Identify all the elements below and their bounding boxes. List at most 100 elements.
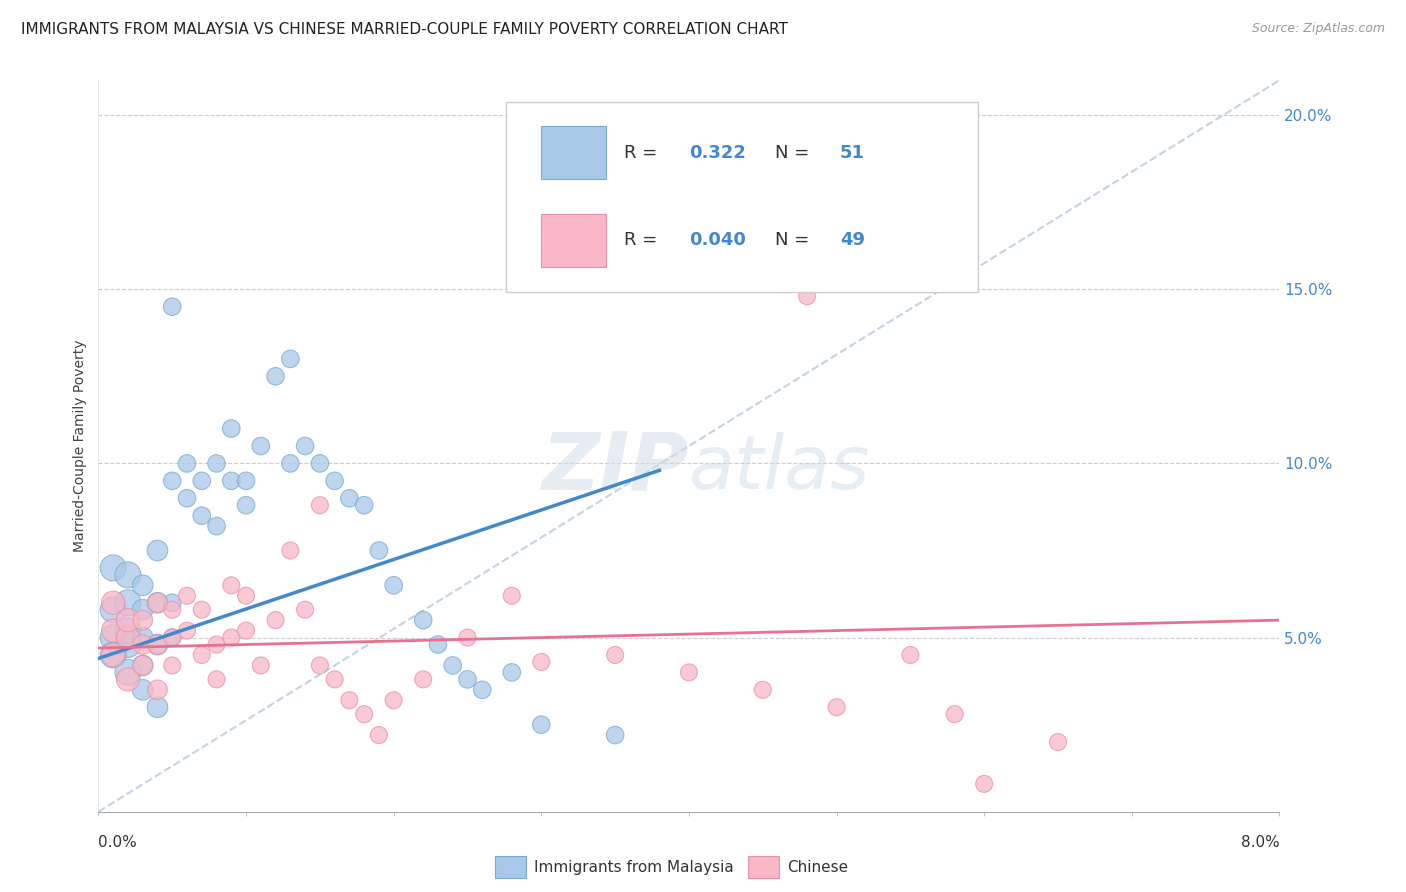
Point <box>162 658 183 673</box>
Point <box>235 474 257 488</box>
Point <box>337 491 360 506</box>
Point <box>219 631 242 645</box>
Point <box>412 613 434 627</box>
Point <box>103 603 125 617</box>
Point <box>278 543 302 558</box>
Point <box>117 596 139 610</box>
Point <box>825 700 848 714</box>
Point <box>973 777 995 791</box>
Point <box>456 673 478 687</box>
Point <box>235 498 257 512</box>
Point <box>146 596 169 610</box>
Point <box>132 682 155 697</box>
Point <box>117 631 139 645</box>
FancyBboxPatch shape <box>541 214 606 267</box>
Point <box>103 561 125 575</box>
Point <box>132 578 155 592</box>
Text: ZIP: ZIP <box>541 429 689 507</box>
Point <box>146 682 169 697</box>
Text: R =: R = <box>624 231 664 250</box>
Point <box>219 578 242 592</box>
Point <box>250 439 273 453</box>
Text: 0.040: 0.040 <box>689 231 745 250</box>
Point <box>1046 735 1069 749</box>
Point <box>382 578 405 592</box>
Point <box>132 638 155 652</box>
Point <box>900 648 922 662</box>
Point <box>146 543 169 558</box>
Point <box>162 300 183 314</box>
Point <box>103 648 125 662</box>
Point <box>501 589 523 603</box>
Point <box>191 603 214 617</box>
Point <box>308 498 332 512</box>
Point <box>103 648 125 662</box>
Point <box>943 707 966 722</box>
Point <box>162 631 183 645</box>
Text: atlas: atlas <box>689 432 870 504</box>
Point <box>308 658 332 673</box>
Point <box>117 673 139 687</box>
Point <box>146 638 169 652</box>
Text: Source: ZipAtlas.com: Source: ZipAtlas.com <box>1251 22 1385 36</box>
Point <box>294 439 316 453</box>
Text: R =: R = <box>624 144 664 161</box>
Point <box>162 631 183 645</box>
Point <box>219 474 242 488</box>
Point <box>146 700 169 714</box>
Point <box>605 648 627 662</box>
Point <box>176 589 198 603</box>
Text: 8.0%: 8.0% <box>1240 836 1279 850</box>
FancyBboxPatch shape <box>506 103 979 293</box>
Point <box>426 638 449 652</box>
Point <box>235 589 257 603</box>
Point <box>191 474 214 488</box>
Point <box>117 613 139 627</box>
Point <box>162 474 183 488</box>
Point <box>796 289 818 303</box>
Point <box>219 421 242 435</box>
Point <box>176 491 198 506</box>
Point <box>751 682 773 697</box>
Point <box>264 369 287 384</box>
Point <box>191 648 214 662</box>
Point <box>278 457 302 471</box>
Point <box>146 596 169 610</box>
Point <box>323 673 346 687</box>
Point <box>146 638 169 652</box>
Point <box>530 655 553 669</box>
Text: Immigrants from Malaysia: Immigrants from Malaysia <box>534 860 734 874</box>
Point <box>264 613 287 627</box>
Point <box>353 498 375 512</box>
Point <box>162 603 183 617</box>
Point <box>471 682 494 697</box>
Point <box>278 351 302 366</box>
Point <box>117 624 139 638</box>
Point <box>162 596 183 610</box>
Point <box>205 638 228 652</box>
Point <box>456 631 478 645</box>
Point <box>235 624 257 638</box>
Point <box>205 457 228 471</box>
Point <box>205 673 228 687</box>
Point <box>191 508 214 523</box>
Point <box>132 613 155 627</box>
Text: N =: N = <box>775 144 815 161</box>
Text: 49: 49 <box>841 231 865 250</box>
Point <box>132 603 155 617</box>
Point <box>530 717 553 731</box>
Point <box>353 707 375 722</box>
Point <box>308 457 332 471</box>
Point <box>103 624 125 638</box>
Point <box>412 673 434 687</box>
Point <box>337 693 360 707</box>
Point <box>205 519 228 533</box>
Point <box>117 567 139 582</box>
Text: 0.0%: 0.0% <box>98 836 138 850</box>
Point <box>132 658 155 673</box>
Point <box>103 596 125 610</box>
Point <box>250 658 273 673</box>
Point <box>103 631 125 645</box>
Point <box>382 693 405 707</box>
Point <box>132 658 155 673</box>
